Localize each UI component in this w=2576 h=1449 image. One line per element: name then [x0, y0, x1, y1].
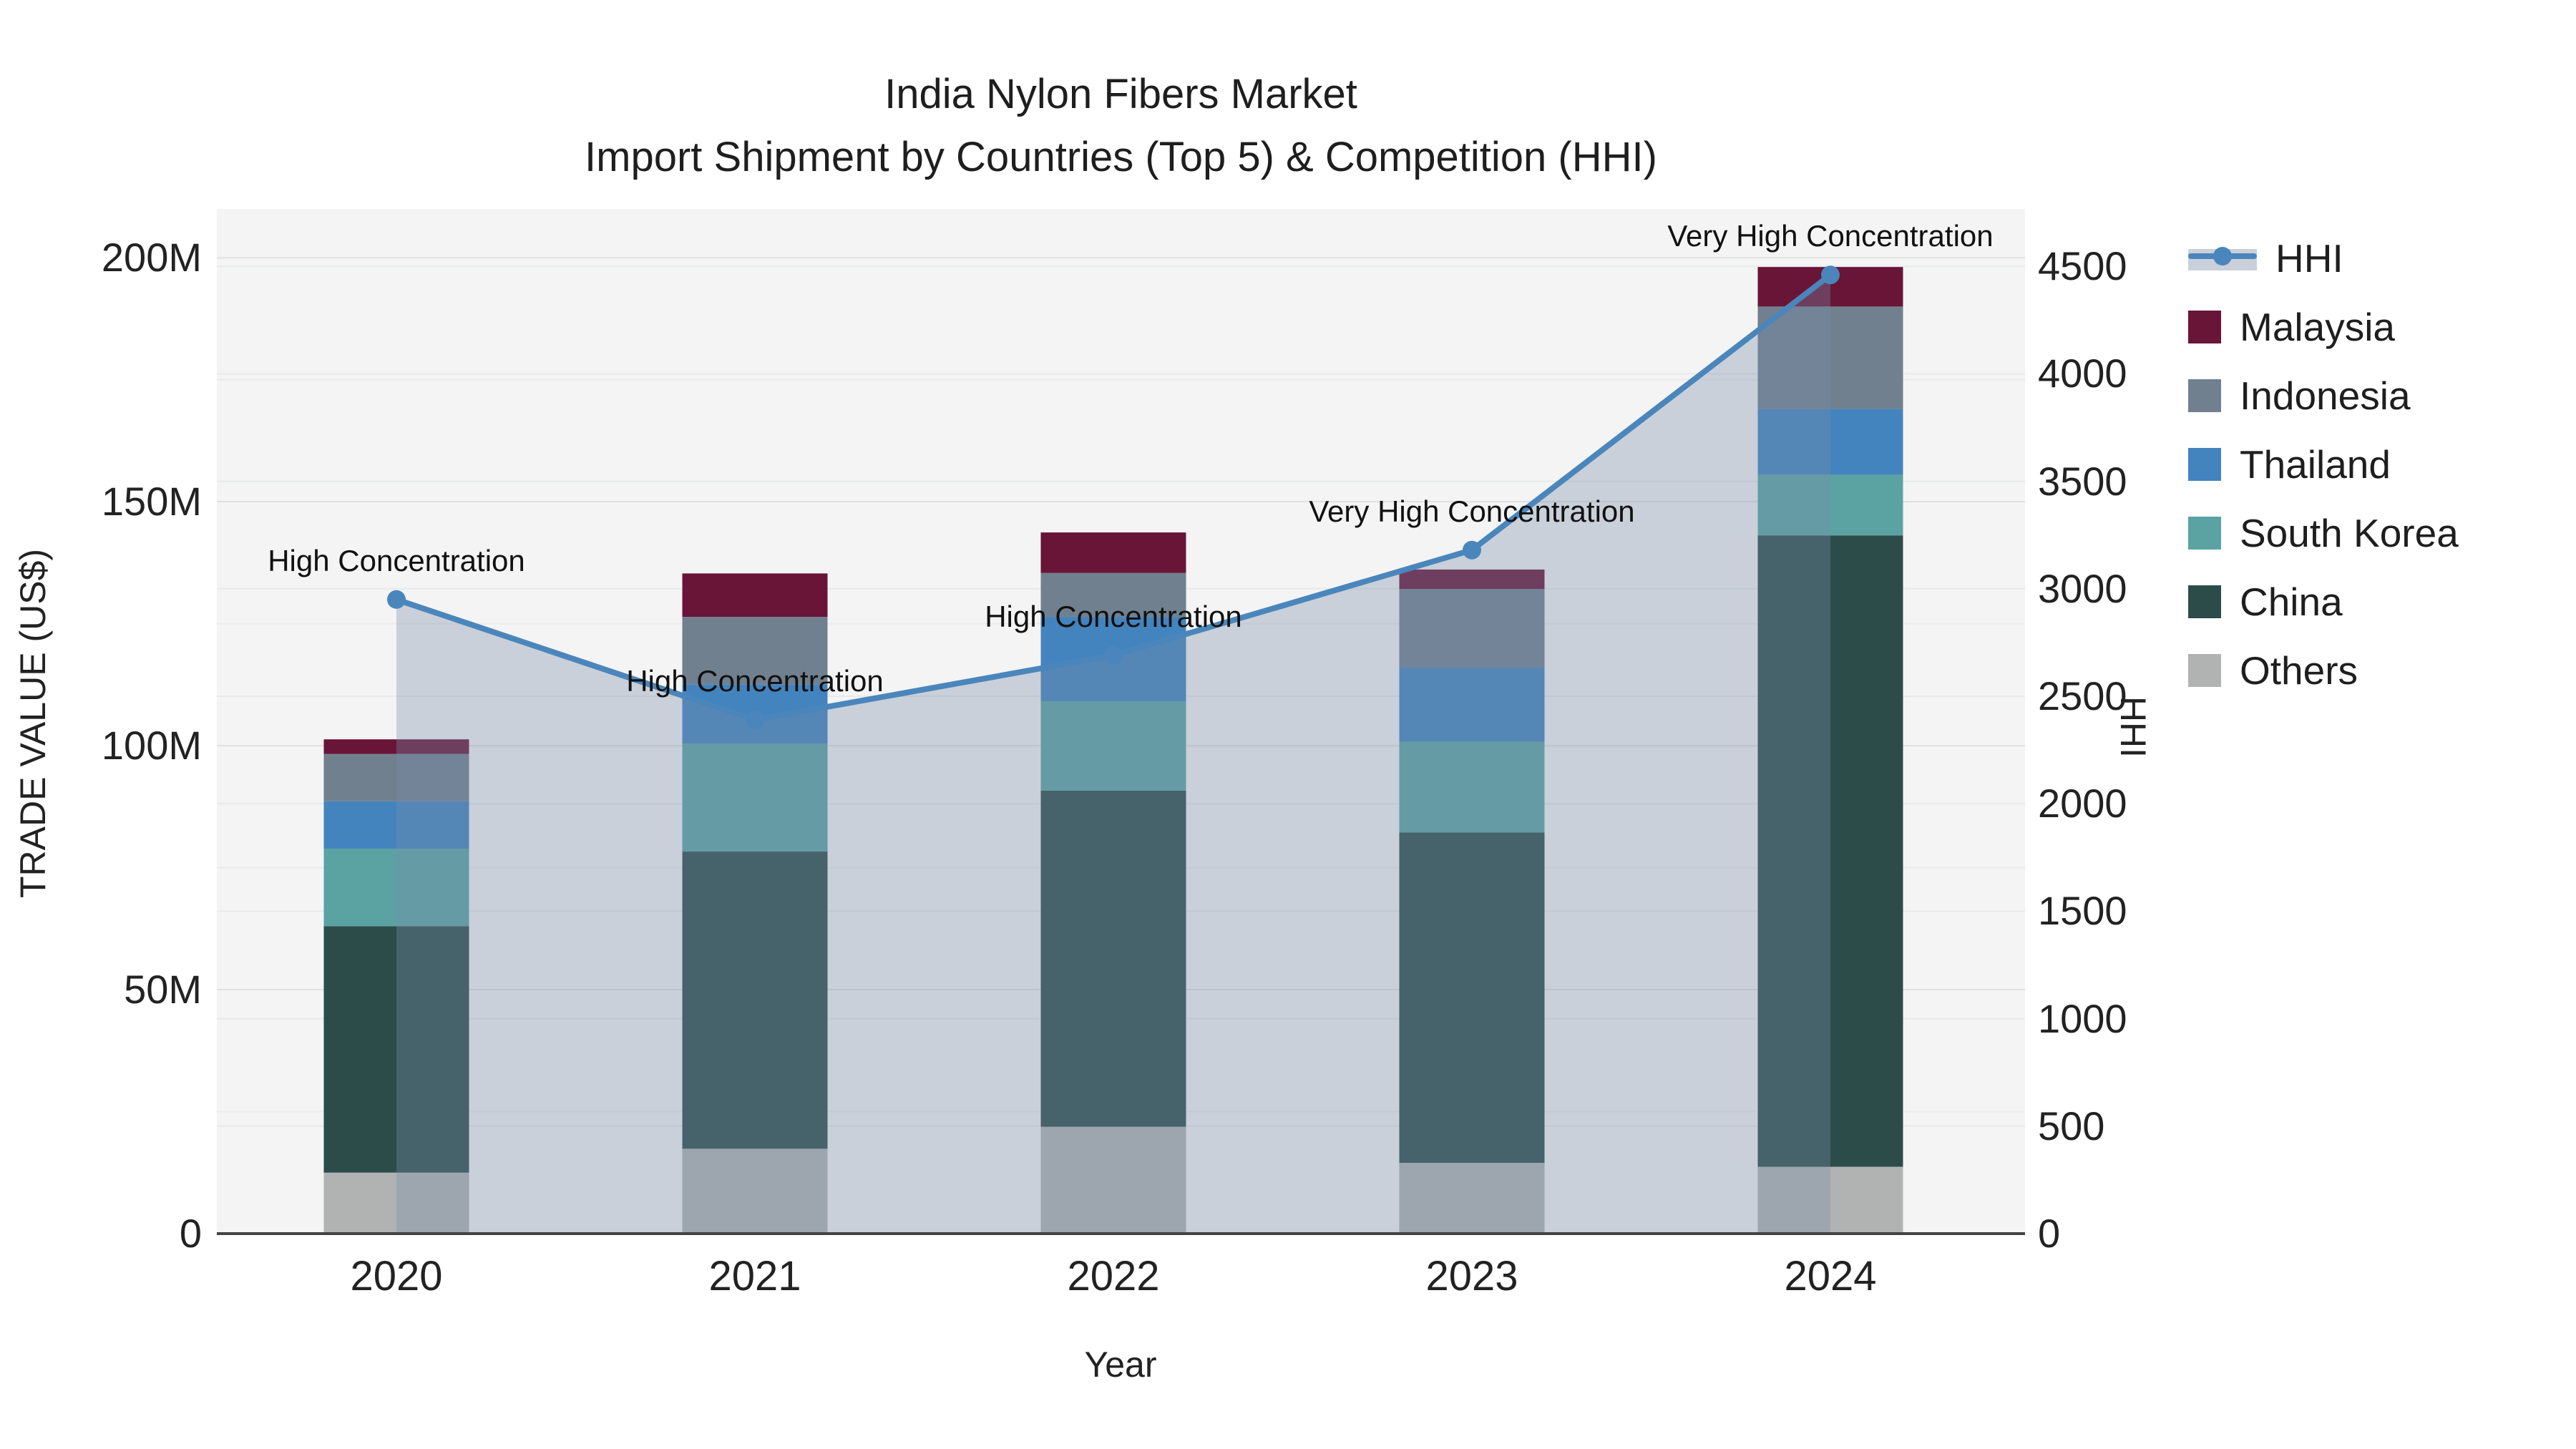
bar-segment-2022-malaysia[interactable]: [1040, 532, 1186, 573]
x-tick-2020: 2020: [350, 1253, 443, 1299]
legend: HHI Malaysia Indonesia Thailand South Korea C…: [2188, 236, 2459, 693]
chart-title-line-2: Import Shipment by Countries (Top 5) & C…: [585, 134, 1657, 180]
hhi-marker-2021[interactable]: [746, 711, 764, 729]
chart-title-line-1: India Nylon Fibers Market: [884, 71, 1357, 117]
hhi-tick-4000: 4000: [2038, 351, 2127, 396]
hhi-tick-4500: 4500: [2038, 243, 2127, 289]
x-tick-2024: 2024: [1784, 1253, 1877, 1299]
legend-item-thailand[interactable]: Thailand: [2188, 442, 2459, 487]
hhi-tick-3000: 3000: [2038, 565, 2127, 611]
y-left-tick-200m: 200M: [101, 235, 202, 280]
bar-segment-2020-south-korea[interactable]: [323, 848, 469, 927]
legend-label-china: China: [2240, 580, 2343, 624]
legend-swatch-others: [2188, 654, 2221, 687]
bar-segment-2023-others[interactable]: [1399, 1163, 1545, 1234]
hhi-marker-2022[interactable]: [1104, 645, 1123, 665]
legend-label-malaysia: Malaysia: [2240, 305, 2396, 349]
annotation-2020: High Concentration: [268, 543, 525, 577]
bar-segment-2023-indonesia[interactable]: [1399, 589, 1545, 668]
annotation-2023: Very High Concentration: [1309, 494, 1635, 528]
legend-label-south-korea: South Korea: [2240, 511, 2459, 555]
x-tick-2023: 2023: [1425, 1253, 1518, 1299]
hhi-tick-1500: 1500: [2038, 888, 2127, 934]
bar-segment-2023-malaysia[interactable]: [1399, 569, 1545, 590]
bar-segment-2021-others[interactable]: [682, 1148, 828, 1234]
hhi-tick-2000: 2000: [2038, 781, 2127, 826]
y-left-tick-50m: 50M: [124, 967, 202, 1013]
legend-item-china[interactable]: China: [2188, 580, 2459, 624]
hhi-marker-2020[interactable]: [387, 590, 406, 609]
y-left-tick-150m: 150M: [101, 479, 202, 525]
x-tick-2022: 2022: [1067, 1253, 1160, 1299]
legend-swatch-indonesia: [2188, 379, 2221, 412]
bar-segment-2023-thailand[interactable]: [1399, 667, 1545, 742]
bar-segment-2022-china[interactable]: [1040, 790, 1186, 1127]
bar-segment-2022-others[interactable]: [1040, 1126, 1186, 1234]
legend-item-hhi[interactable]: HHI: [2188, 236, 2459, 280]
bar-segment-2024-china[interactable]: [1757, 535, 1903, 1167]
bar-segment-2020-thailand[interactable]: [323, 801, 469, 849]
legend-item-south-korea[interactable]: South Korea: [2188, 511, 2459, 555]
bar-segment-2020-malaysia[interactable]: [323, 739, 469, 754]
bar-segment-2022-indonesia[interactable]: [1040, 572, 1186, 618]
bar-segment-2020-others[interactable]: [323, 1172, 469, 1234]
y-left-tick-0: 0: [179, 1211, 202, 1256]
hhi-tick-500: 500: [2038, 1103, 2105, 1148]
bar-segment-2021-south-korea[interactable]: [682, 743, 828, 852]
legend-item-others[interactable]: Others: [2188, 648, 2459, 693]
bar-segment-2024-indonesia[interactable]: [1757, 306, 1903, 409]
x-tick-2021: 2021: [708, 1253, 801, 1299]
bar-segment-2024-others[interactable]: [1757, 1166, 1903, 1234]
legend-label-others: Others: [2240, 648, 2358, 693]
annotation-2024: Very High Concentration: [1667, 219, 1994, 253]
legend-item-indonesia[interactable]: Indonesia: [2188, 374, 2459, 418]
bar-segment-2023-china[interactable]: [1399, 832, 1545, 1163]
legend-swatch-thailand: [2188, 448, 2221, 481]
bar-segment-2024-thailand[interactable]: [1757, 409, 1903, 475]
legend-label-thailand: Thailand: [2240, 442, 2391, 487]
legend-swatch-south-korea: [2188, 517, 2221, 550]
hhi-marker-2024[interactable]: [1821, 265, 1840, 285]
legend-label-indonesia: Indonesia: [2240, 374, 2411, 418]
legend-swatch-malaysia: [2188, 311, 2221, 343]
hhi-line-swatch-icon: [2188, 242, 2257, 275]
legend-label-hhi: HHI: [2275, 236, 2343, 280]
hhi-tick-0: 0: [2038, 1211, 2061, 1256]
bar-segment-2021-indonesia[interactable]: [682, 617, 828, 685]
chart-title: India Nylon Fibers Market Import Shipmen…: [0, 63, 2242, 189]
y-left-tick-100m: 100M: [101, 723, 202, 769]
hhi-marker-2023[interactable]: [1463, 540, 1481, 560]
bar-segment-2021-malaysia[interactable]: [682, 573, 828, 618]
bar-segment-2024-south-korea[interactable]: [1757, 474, 1903, 536]
x-axis-title-year: Year: [1084, 1345, 1157, 1385]
hhi-area-fill: [396, 275, 1830, 1234]
hhi-tick-1000: 1000: [2038, 995, 2127, 1041]
legend-item-malaysia[interactable]: Malaysia: [2188, 305, 2459, 349]
annotation-2021: High Concentration: [626, 664, 884, 698]
hhi-tick-3500: 3500: [2038, 458, 2127, 504]
bar-segment-2020-china[interactable]: [323, 926, 469, 1173]
bar-segment-2021-china[interactable]: [682, 852, 828, 1149]
bar-segment-2022-south-korea[interactable]: [1040, 701, 1186, 791]
legend-hhi-dot: [2213, 247, 2232, 265]
hhi-tick-2500: 2500: [2038, 673, 2127, 718]
bar-segment-2023-south-korea[interactable]: [1399, 741, 1545, 833]
legend-swatch-china: [2188, 585, 2221, 618]
annotation-2022: High Concentration: [985, 599, 1242, 633]
bar-segment-2020-indonesia[interactable]: [323, 753, 469, 801]
